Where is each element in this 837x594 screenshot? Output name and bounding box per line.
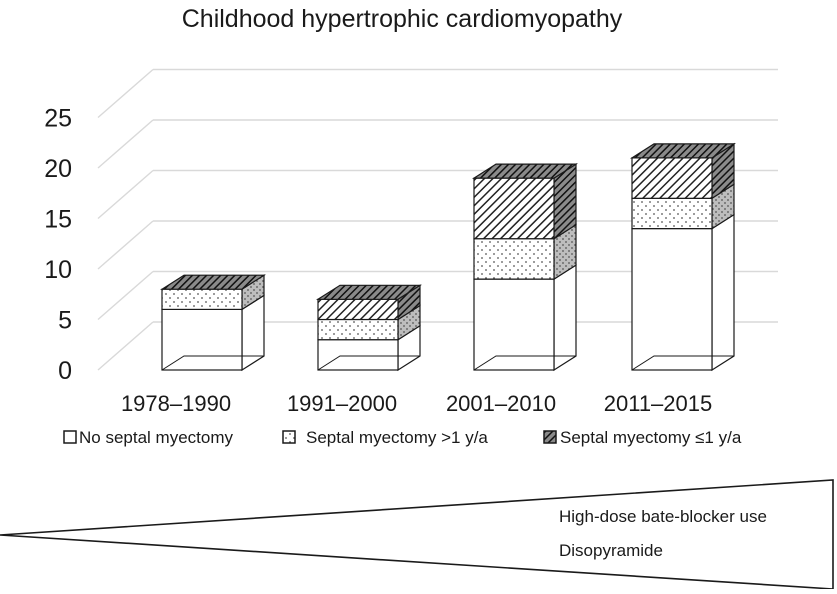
- bar-segment-septal-myectomy-late-2: [473, 238, 555, 280]
- legend-swatch-septal-myectomy-late: [282, 430, 296, 444]
- gridline-depth-20: [97, 119, 154, 169]
- y-tick-label-5: 5: [58, 307, 72, 335]
- bar-segment-septal-myectomy-late-0: [161, 288, 243, 311]
- y-tick-label-0: 0: [58, 357, 72, 385]
- bar-top-3: [629, 143, 737, 159]
- bar-base-edge-2: [473, 355, 576, 371]
- bar-segment-no-septal-myectomy-1: [317, 339, 399, 371]
- chart-title: Childhood hypertrophic cardiomyopathy: [182, 5, 623, 33]
- bar-top-0: [159, 274, 267, 290]
- x-tick-label-2: 2001–2010: [446, 391, 556, 416]
- bar-side-no-septal-myectomy-3: [711, 213, 735, 372]
- bar-segment-no-septal-myectomy-2: [473, 278, 555, 371]
- bar-segment-no-septal-myectomy-3: [631, 228, 713, 371]
- bar-2011–2015: [629, 142, 737, 372]
- y-tick-label-10: 10: [44, 256, 72, 284]
- treatment-trend-wedge: High-dose bate-blocker use Disopyramide: [0, 479, 834, 590]
- legend-swatch-no-septal-myectomy: [63, 430, 77, 444]
- bar-segment-septal-myectomy-late-1: [317, 318, 399, 341]
- bar-segment-septal-myectomy-late-3: [631, 197, 713, 230]
- legend-label-septal-myectomy-early: Septal myectomy ≤1 y/a: [560, 428, 742, 447]
- bars: [159, 142, 737, 372]
- wedge-label-disopyramide: Disopyramide: [559, 541, 663, 560]
- gridline-depth-0: [97, 321, 154, 371]
- bar-1991–2000: [315, 284, 423, 372]
- legend-item-septal-myectomy-late: Septal myectomy >1 y/a: [282, 428, 488, 447]
- bar-1978–1990: [159, 274, 267, 372]
- legend-label-no-septal-myectomy: No septal myectomy: [79, 428, 233, 447]
- bar-top-1: [315, 284, 423, 300]
- gridlines: [97, 68, 778, 371]
- gridline-depth-10: [97, 220, 154, 270]
- x-tick-label-1: 1991–2000: [287, 391, 397, 416]
- x-tick-label-0: 1978–1990: [121, 391, 231, 416]
- y-tick-label-25: 25: [44, 105, 72, 133]
- gridline-depth-5: [97, 270, 154, 321]
- legend-item-no-septal-myectomy: No septal myectomy: [63, 428, 233, 447]
- bar-2001–2010: [471, 163, 579, 372]
- gridline-depth-15: [97, 169, 154, 220]
- bar-segment-septal-myectomy-early-1: [317, 298, 399, 321]
- trend-wedge-shape: [0, 479, 834, 590]
- bar-base-edge-0: [161, 355, 264, 371]
- wedge-label-beta-blocker: High-dose bate-blocker use: [559, 507, 767, 526]
- legend-swatch-septal-myectomy-early: [543, 430, 557, 444]
- bar-side-no-septal-myectomy-2: [553, 264, 577, 372]
- y-tick-label-20: 20: [44, 155, 72, 183]
- bar-top-2: [471, 163, 579, 179]
- bar-base-edge-1: [317, 355, 420, 371]
- x-tick-label-3: 2011–2015: [604, 391, 713, 416]
- y-tick-label-15: 15: [44, 206, 72, 234]
- x-axis-tick-labels: 1978–1990 1991–2000 2001–2010 2011–2015: [121, 391, 712, 416]
- gridline-depth-25: [97, 68, 154, 119]
- bar-segment-no-septal-myectomy-0: [161, 308, 243, 371]
- y-axis-tick-labels: 0 5 10 15 20 25: [44, 105, 72, 386]
- bar-segment-septal-myectomy-early-3: [631, 157, 713, 199]
- bar-segment-septal-myectomy-early-2: [473, 177, 555, 240]
- legend-item-septal-myectomy-early: Septal myectomy ≤1 y/a: [543, 428, 742, 447]
- legend: No septal myectomy Septal myectomy >1 y/…: [63, 428, 742, 447]
- bar-base-edge-3: [631, 355, 734, 371]
- legend-label-septal-myectomy-late: Septal myectomy >1 y/a: [306, 428, 488, 447]
